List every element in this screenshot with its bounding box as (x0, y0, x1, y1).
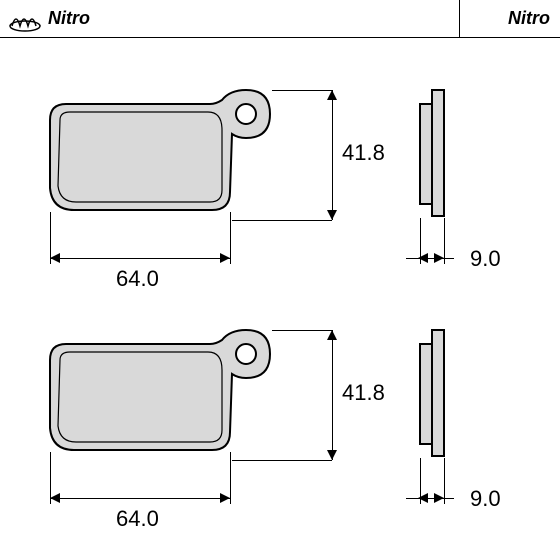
pad-group-1: 41.8 64.0 9.0 (0, 70, 560, 290)
pad1-side-view (408, 88, 468, 228)
ext-line (272, 90, 332, 91)
header-bar: Nitro Nitro (0, 0, 560, 38)
arrow-icon (220, 493, 230, 503)
brand-label-right: Nitro (508, 8, 550, 29)
arrow-icon (434, 253, 444, 263)
ext-line (420, 458, 421, 504)
pad1-width-dimline (50, 258, 230, 259)
arrow-icon (327, 330, 337, 340)
logo-icon (8, 8, 42, 32)
pad2-side-view (408, 328, 468, 468)
arrow-icon (327, 90, 337, 100)
pad1-height-dimline (332, 90, 333, 220)
ext-line (230, 452, 231, 504)
ext-line (420, 218, 421, 264)
ext-line (232, 460, 332, 461)
arrow-icon (220, 253, 230, 263)
ext-line (232, 220, 332, 221)
pad1-front-view (30, 80, 290, 250)
arrow-icon (327, 210, 337, 220)
pad2-height-dimline (332, 330, 333, 460)
pad1-thick-dimline (406, 258, 454, 259)
brand-label-left: Nitro (48, 8, 90, 29)
arrow-icon (50, 493, 60, 503)
pad2-width-dimline (50, 498, 230, 499)
arrow-icon (50, 253, 60, 263)
pad2-width-label: 64.0 (116, 506, 159, 532)
ext-line (50, 452, 51, 504)
arrow-icon (434, 493, 444, 503)
ext-line (230, 212, 231, 264)
pad2-height-label: 41.8 (342, 380, 385, 406)
header-divider (459, 0, 460, 38)
ext-line (444, 458, 445, 504)
pad1-thick-label: 9.0 (470, 246, 501, 272)
pad2-front-view (30, 320, 290, 490)
pad1-width-label: 64.0 (116, 266, 159, 292)
pad1-height-label: 41.8 (342, 140, 385, 166)
pad-group-2: 41.8 64.0 9.0 (0, 310, 560, 530)
pad2-thick-dimline (406, 498, 454, 499)
ext-line (50, 212, 51, 264)
pad2-thick-label: 9.0 (470, 486, 501, 512)
ext-line (272, 330, 332, 331)
ext-line (444, 218, 445, 264)
arrow-icon (327, 450, 337, 460)
